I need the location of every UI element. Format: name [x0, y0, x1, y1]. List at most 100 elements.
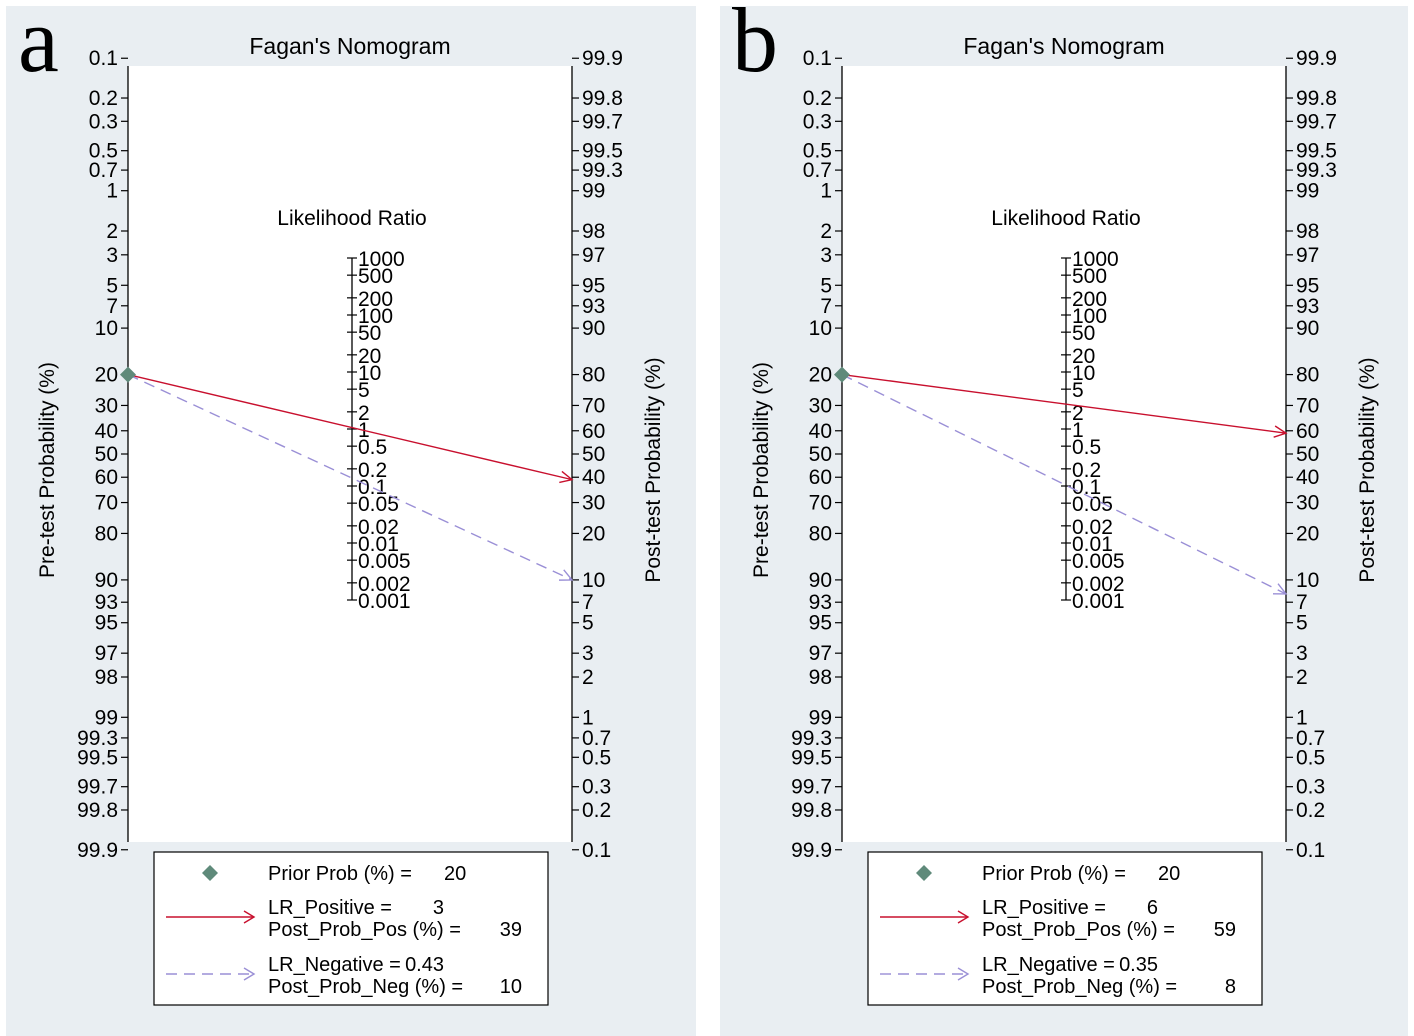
right-tick-label: 0.5: [1296, 746, 1325, 769]
legend-box: [867, 851, 1263, 1006]
left-axis-title: Pre-test Probability (%): [36, 362, 59, 578]
left-tick-label: 93: [95, 591, 118, 614]
left-tick-label: 20: [95, 364, 118, 387]
right-tick-label: 60: [582, 420, 605, 443]
left-tick-label: 0.1: [803, 47, 832, 70]
left-tick-label: 80: [95, 522, 118, 545]
right-tick-label: 98: [582, 220, 605, 243]
lr-tick-label: 500: [358, 265, 393, 288]
lr-tick-label: 100: [1072, 305, 1107, 328]
left-tick-label: 99.7: [791, 776, 832, 799]
left-tick-label: 10: [95, 317, 118, 340]
right-tick-label: 99.3: [582, 159, 623, 182]
left-tick-label: 90: [95, 569, 118, 592]
chart-title: Fagan's Nomogram: [249, 33, 450, 59]
left-tick-label: 0.2: [803, 87, 832, 110]
lr-tick-label: 0.5: [358, 436, 387, 459]
right-tick-label: 95: [582, 274, 605, 297]
fagan-nomogram-chart-a: Fagan's Nomogram0.10.20.30.50.7123571020…: [36, 33, 665, 1006]
plot-area: [842, 66, 1286, 842]
left-tick-label: 3: [106, 244, 118, 267]
legend-negative-lr-value: 0.35: [1119, 954, 1158, 976]
left-tick-label: 2: [820, 220, 832, 243]
right-tick-label: 50: [582, 443, 605, 466]
left-tick-label: 0.1: [89, 47, 118, 70]
lr-tick-label: 5: [358, 379, 370, 402]
lr-tick-label: 50: [1072, 322, 1095, 345]
legend-positive-post-label: Post_Prob_Pos (%) =: [268, 919, 461, 941]
legend-prior-value: 20: [1158, 863, 1180, 885]
legend-prior-label: Prior Prob (%) =: [982, 863, 1126, 885]
lr-tick-label: 0.002: [1072, 573, 1125, 596]
lr-axis-title: Likelihood Ratio: [277, 207, 426, 230]
right-tick-label: 7: [582, 591, 594, 614]
left-tick-label: 0.5: [89, 140, 118, 163]
left-tick-label: 5: [820, 274, 832, 297]
right-tick-label: 2: [1296, 666, 1308, 689]
right-tick-label: 50: [1296, 443, 1319, 466]
left-tick-label: 7: [106, 295, 118, 318]
left-tick-label: 40: [809, 420, 832, 443]
lr-tick-label: 0.2: [358, 459, 387, 482]
right-tick-label: 90: [1296, 317, 1319, 340]
legend-negative-post-value: 8: [1225, 976, 1236, 998]
right-tick-label: 93: [1296, 295, 1319, 318]
left-tick-label: 0.3: [803, 110, 832, 133]
left-tick-label: 10: [809, 317, 832, 340]
lr-tick-label: 0.05: [358, 493, 399, 516]
right-tick-label: 70: [582, 394, 605, 417]
left-tick-label: 5: [106, 274, 118, 297]
left-tick-label: 70: [809, 492, 832, 515]
legend-prior-marker: [202, 865, 218, 881]
left-tick-label: 7: [820, 295, 832, 318]
right-tick-label: 60: [1296, 420, 1319, 443]
legend-negative-post-label: Post_Prob_Neg (%) =: [268, 976, 463, 998]
right-tick-label: 10: [1296, 569, 1319, 592]
lr-positive-line: [841, 373, 1287, 434]
plot-area: [128, 66, 572, 842]
left-tick-label: 0.7: [89, 159, 118, 182]
chart-title: Fagan's Nomogram: [963, 33, 1164, 59]
right-tick-label: 99: [582, 180, 605, 203]
legend-negative-post-label: Post_Prob_Neg (%) =: [982, 976, 1177, 998]
right-tick-label: 40: [582, 466, 605, 489]
legend-positive-post-value: 59: [1214, 919, 1236, 941]
legend-positive-arrowhead: [957, 910, 970, 924]
legend-positive-label: LR_Positive =: [268, 897, 392, 919]
lr-axis-title: Likelihood Ratio: [991, 207, 1140, 230]
left-tick-label: 97: [809, 642, 832, 665]
right-tick-label: 40: [1296, 466, 1319, 489]
legend-negative-label: LR_Negative =: [268, 954, 401, 976]
right-tick-label: 95: [1296, 274, 1319, 297]
left-tick-label: 0.2: [89, 87, 118, 110]
legend-negative-arrowhead: [957, 967, 970, 981]
lr-tick-label: 2: [1072, 402, 1084, 425]
legend-positive-arrowhead: [243, 910, 256, 924]
lr-tick-label: 200: [358, 288, 393, 311]
left-tick-label: 99.5: [77, 746, 118, 769]
left-tick-label: 20: [809, 364, 832, 387]
lr-tick-label: 0.1: [358, 476, 387, 499]
right-tick-label: 0.1: [582, 839, 611, 862]
lr-tick-label: 50: [358, 322, 381, 345]
left-axis-title: Pre-test Probability (%): [750, 362, 773, 578]
right-tick-label: 5: [582, 612, 594, 635]
right-tick-label: 0.2: [582, 799, 611, 822]
left-tick-label: 97: [95, 642, 118, 665]
left-tick-label: 50: [809, 443, 832, 466]
lr-tick-label: 200: [1072, 288, 1107, 311]
left-tick-label: 93: [809, 591, 832, 614]
right-tick-label: 3: [582, 642, 594, 665]
left-tick-label: 0.7: [803, 159, 832, 182]
line-arrowhead: [558, 569, 574, 581]
right-tick-label: 3: [1296, 642, 1308, 665]
legend-positive-lr-value: 3: [433, 897, 444, 919]
right-tick-label: 80: [582, 364, 605, 387]
left-tick-label: 60: [95, 466, 118, 489]
lr-tick-label: 1000: [358, 248, 405, 271]
right-tick-label: 1: [582, 706, 594, 729]
right-tick-label: 1: [1296, 706, 1308, 729]
left-tick-label: 99.7: [77, 776, 118, 799]
right-tick-label: 10: [582, 569, 605, 592]
lr-tick-label: 5: [1072, 379, 1084, 402]
